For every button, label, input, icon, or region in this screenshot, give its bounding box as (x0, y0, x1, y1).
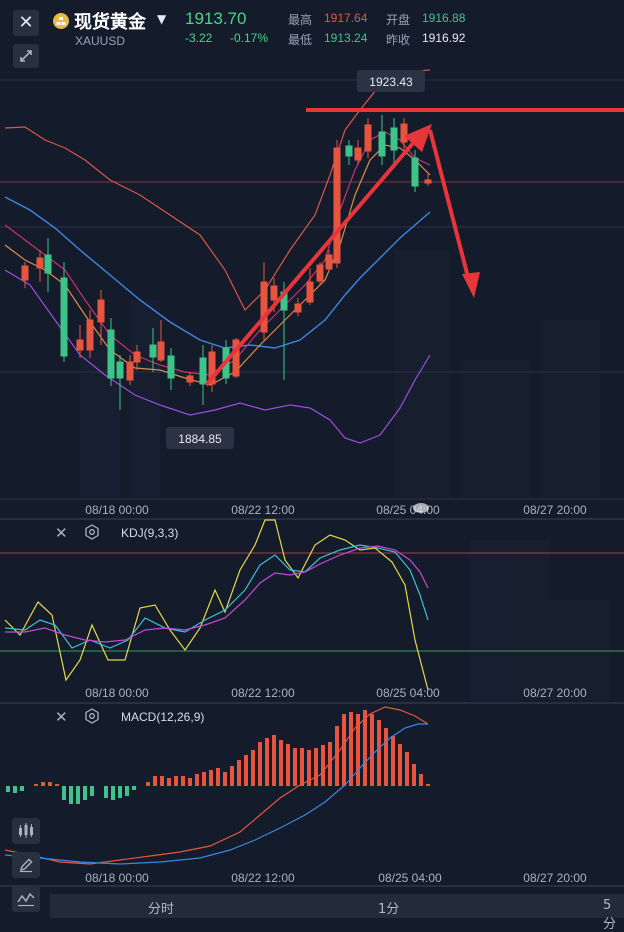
indicator-icon (17, 892, 35, 907)
macd-title: MACD(12,26,9) (121, 710, 205, 724)
price-change-percent: -0.17% (230, 31, 269, 45)
low-marker-box (166, 427, 234, 449)
time-label: 08/18 00:00 (85, 871, 149, 885)
bearish-candles (44, 115, 419, 410)
time-label: 08/22 12:00 (231, 503, 295, 517)
kdj-k-line (4, 544, 429, 649)
indicator-button[interactable] (12, 886, 40, 912)
low-marker: 1884.85 (178, 432, 222, 446)
kdj-j-line (4, 519, 429, 691)
symbol-code: XAUUSD (75, 34, 126, 48)
time-label: 08/27 20:00 (523, 871, 587, 885)
time-label: 08/25 04:00 (376, 503, 440, 517)
chevron-down-icon[interactable]: ▼ (157, 12, 167, 26)
time-label: 08/22 12:00 (231, 871, 295, 885)
bullish-candles (21, 118, 432, 392)
time-label: 08/25 04:00 (378, 871, 442, 885)
boll-upper-line (4, 69, 431, 312)
ma-slow-line (4, 144, 431, 386)
time-label: 08/22 12:00 (231, 686, 295, 700)
boll-middle-line (4, 196, 431, 349)
low-label: 最低 (288, 33, 313, 47)
tab-5min[interactable]: 5分 (603, 898, 617, 932)
kdj-gear-icon[interactable] (84, 524, 100, 544)
prev-close-label: 昨收 (386, 33, 411, 47)
time-label: 08/27 20:00 (523, 686, 587, 700)
gold-icon (53, 13, 69, 29)
close-button[interactable]: ✕ (13, 10, 39, 36)
price-change: -3.22 (185, 31, 213, 45)
kdj-d-line (5, 545, 429, 643)
last-price: 1913.70 (185, 9, 247, 28)
candlestick-icon (19, 823, 33, 838)
symbol-name[interactable]: 现货黄金 (74, 12, 146, 33)
ma-fast-line (4, 131, 431, 376)
high-label: 最高 (288, 13, 313, 27)
draw-button[interactable] (12, 852, 40, 878)
macd-dea-line (4, 723, 428, 865)
boll-lower-line (4, 269, 431, 444)
prev-close-value: 1916.92 (422, 31, 466, 45)
period-bar (50, 894, 624, 918)
annotation-arrows (204, 108, 624, 387)
kdj-title: KDJ(9,3,3) (121, 526, 179, 540)
tab-1min[interactable]: 1分 (378, 902, 400, 917)
macd-histogram (6, 710, 430, 804)
macd-close-icon[interactable]: ✕ (55, 708, 68, 726)
time-label: 08/25 04:00 (376, 686, 440, 700)
time-label: 08/18 00:00 (85, 503, 149, 517)
low-value: 1913.24 (324, 31, 368, 45)
pencil-icon (19, 858, 33, 873)
kdj-close-icon[interactable]: ✕ (55, 524, 68, 542)
high-marker-box (357, 70, 425, 92)
collapse-button[interactable] (13, 44, 39, 68)
tab-timeshare[interactable]: 分时 (148, 902, 175, 917)
high-value: 1917.64 (324, 11, 368, 25)
collapse-icon (20, 50, 32, 62)
candlestick-button[interactable] (12, 818, 40, 844)
open-label: 开盘 (386, 13, 411, 27)
crosshair-handle[interactable] (413, 503, 429, 513)
time-label: 08/18 00:00 (85, 686, 149, 700)
close-icon: ✕ (18, 12, 34, 33)
time-label: 08/27 20:00 (523, 503, 587, 517)
high-marker: 1923.43 (369, 75, 413, 89)
open-value: 1916.88 (422, 11, 466, 25)
macd-gear-icon[interactable] (84, 708, 100, 728)
